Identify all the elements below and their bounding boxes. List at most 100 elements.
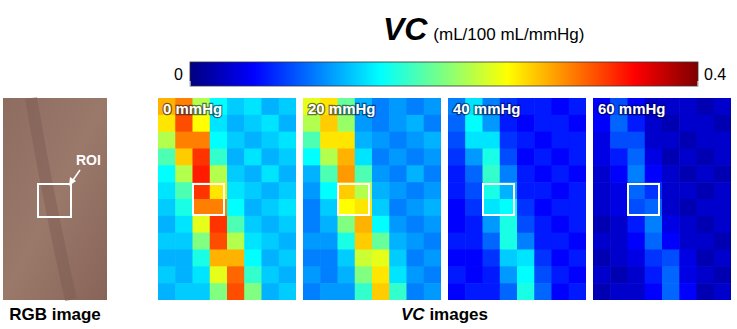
heatmap-cell: [448, 233, 466, 250]
heatmap-cell: [448, 216, 466, 233]
heatmap-cell: [714, 283, 731, 300]
heatmap-cell: [610, 216, 628, 233]
heatmap-cell: [534, 266, 552, 283]
heatmap-cell: [158, 266, 176, 283]
heatmap-cell: [517, 165, 535, 182]
heatmap-cell: [355, 233, 373, 250]
heatmap-cell: [679, 132, 697, 149]
heatmap-cell: [389, 98, 407, 115]
heatmap-cell: [679, 149, 697, 166]
heatmap-cell: [262, 233, 280, 250]
heatmap-cell: [610, 165, 628, 182]
heatmap-cell: [628, 250, 646, 267]
heatmap-cell: [593, 250, 611, 267]
heatmap-cell: [697, 199, 715, 216]
heatmap-cell: [355, 266, 373, 283]
heatmap-cell: [338, 266, 356, 283]
heatmap-cell: [662, 115, 680, 132]
heatmap-cell: [697, 250, 715, 267]
heatmap-cell: [320, 165, 338, 182]
heatmap-cell: [210, 149, 228, 166]
heatmap-cell: [517, 216, 535, 233]
heatmap-cell: [210, 216, 228, 233]
heatmap-cell: [552, 250, 570, 267]
heatmap-cell: [465, 283, 483, 300]
roi-box: [38, 184, 71, 217]
heatmap-cell: [338, 216, 356, 233]
heatmap-cell: [244, 199, 262, 216]
heatmap-cell: [279, 132, 296, 149]
heatmap-cell: [610, 132, 628, 149]
heatmap-cell: [210, 115, 228, 132]
heatmap-cell: [175, 149, 193, 166]
heatmap-cell: [175, 216, 193, 233]
heatmap-cell: [569, 98, 586, 115]
heatmap-cell: [552, 132, 570, 149]
heatmap-cell: [424, 149, 441, 166]
heatmap-cell: [407, 266, 425, 283]
rgb-photo: [3, 98, 107, 300]
heatmap-cell: [679, 233, 697, 250]
heatmap-cell: [500, 132, 518, 149]
heatmap-cells: [448, 98, 586, 300]
heatmap-cell: [372, 149, 390, 166]
title: VC: [383, 11, 428, 47]
heatmap-cell: [279, 283, 296, 300]
heatmap-cell: [500, 250, 518, 267]
heatmap-cell: [389, 115, 407, 132]
heatmap-cell: [320, 250, 338, 267]
colorbar-tick-label: 0: [174, 66, 183, 83]
heatmap-cell: [389, 283, 407, 300]
heatmap-cell: [158, 233, 176, 250]
heatmap-cell: [662, 132, 680, 149]
heatmap-cell: [517, 266, 535, 283]
heatmap-cell: [338, 250, 356, 267]
heatmap-cell: [158, 165, 176, 182]
heatmap-cell: [303, 266, 321, 283]
heatmap-cell: [628, 115, 646, 132]
heatmap-cell: [262, 199, 280, 216]
heatmap-cell: [645, 132, 663, 149]
heatmap-cell: [372, 182, 390, 199]
heatmap-cell: [244, 165, 262, 182]
colorbar: [190, 62, 698, 86]
heatmap-cell: [262, 266, 280, 283]
heatmap-cell: [158, 216, 176, 233]
heatmap-cell: [210, 165, 228, 182]
heatmap-cell: [227, 283, 245, 300]
heatmap-cell: [193, 216, 211, 233]
heatmap-cell: [279, 165, 296, 182]
heatmap-cell: [714, 165, 731, 182]
heatmap-cell: [697, 216, 715, 233]
heatmap-cell: [175, 182, 193, 199]
heatmap-cell: [244, 132, 262, 149]
heatmap-cell: [338, 199, 356, 216]
heatmap-cell: [372, 250, 390, 267]
heatmap-cell: [483, 115, 501, 132]
heatmap-cell: [355, 250, 373, 267]
heatmap-cell: [517, 283, 535, 300]
heatmap-cell: [593, 149, 611, 166]
heatmap-cell: [593, 216, 611, 233]
heatmap-cell: [320, 115, 338, 132]
heatmap-cell: [262, 165, 280, 182]
heatmap-cell: [448, 165, 466, 182]
heatmap-cell: [610, 115, 628, 132]
heatmap-cell: [628, 233, 646, 250]
heatmap-cell: [569, 182, 586, 199]
heatmap-cell: [244, 149, 262, 166]
heatmap-cell: [483, 165, 501, 182]
heatmap-cells: [303, 98, 441, 300]
roi-arrowhead: [69, 177, 76, 186]
heatmap-cell: [645, 266, 663, 283]
heatmap-cell: [158, 149, 176, 166]
heatmap-cell: [303, 132, 321, 149]
heatmap-cell: [697, 165, 715, 182]
heatmap-cell: [175, 132, 193, 149]
heatmap-cell: [534, 115, 552, 132]
roi-box: [338, 184, 369, 215]
heatmap-cell: [372, 233, 390, 250]
heatmap-cell: [424, 266, 441, 283]
heatmap-cell: [227, 98, 245, 115]
heatmap-cell: [389, 165, 407, 182]
